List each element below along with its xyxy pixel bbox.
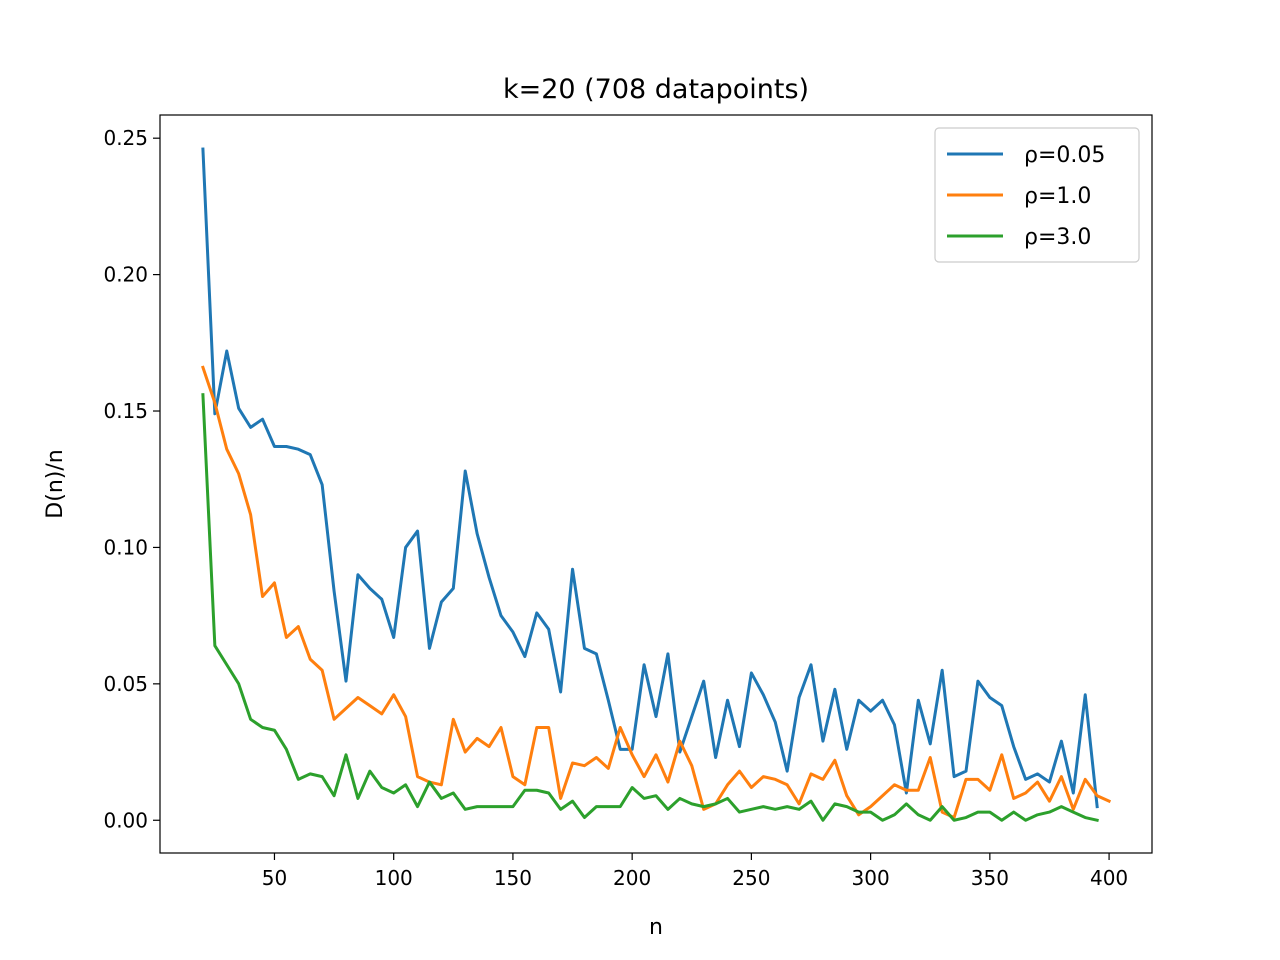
x-tick-label: 150 bbox=[494, 866, 532, 890]
legend-label-3: ρ=3.0 bbox=[1024, 225, 1091, 250]
y-axis-label: D(n)/n bbox=[43, 449, 68, 518]
x-tick-label: 50 bbox=[262, 866, 287, 890]
y-tick-label: 0.00 bbox=[103, 808, 148, 832]
x-tick-label: 200 bbox=[613, 866, 651, 890]
x-tick-label: 350 bbox=[971, 866, 1009, 890]
legend-label-1: ρ=0.05 bbox=[1024, 143, 1105, 168]
y-tick-label: 0.15 bbox=[103, 399, 148, 423]
x-tick-label: 100 bbox=[375, 866, 413, 890]
y-tick-label: 0.10 bbox=[103, 535, 148, 559]
x-tick-label: 250 bbox=[732, 866, 770, 890]
x-axis-label: n bbox=[649, 915, 663, 940]
y-tick-label: 0.05 bbox=[103, 672, 148, 696]
legend: ρ=0.05 ρ=1.0 ρ=3.0 bbox=[935, 128, 1139, 262]
x-tick-label: 400 bbox=[1090, 866, 1128, 890]
chart-title: k=20 (708 datapoints) bbox=[503, 74, 809, 105]
legend-label-2: ρ=1.0 bbox=[1024, 184, 1091, 209]
x-tick-label: 300 bbox=[852, 866, 890, 890]
y-tick-label: 0.25 bbox=[103, 126, 148, 150]
y-tick-label: 0.20 bbox=[103, 263, 148, 287]
